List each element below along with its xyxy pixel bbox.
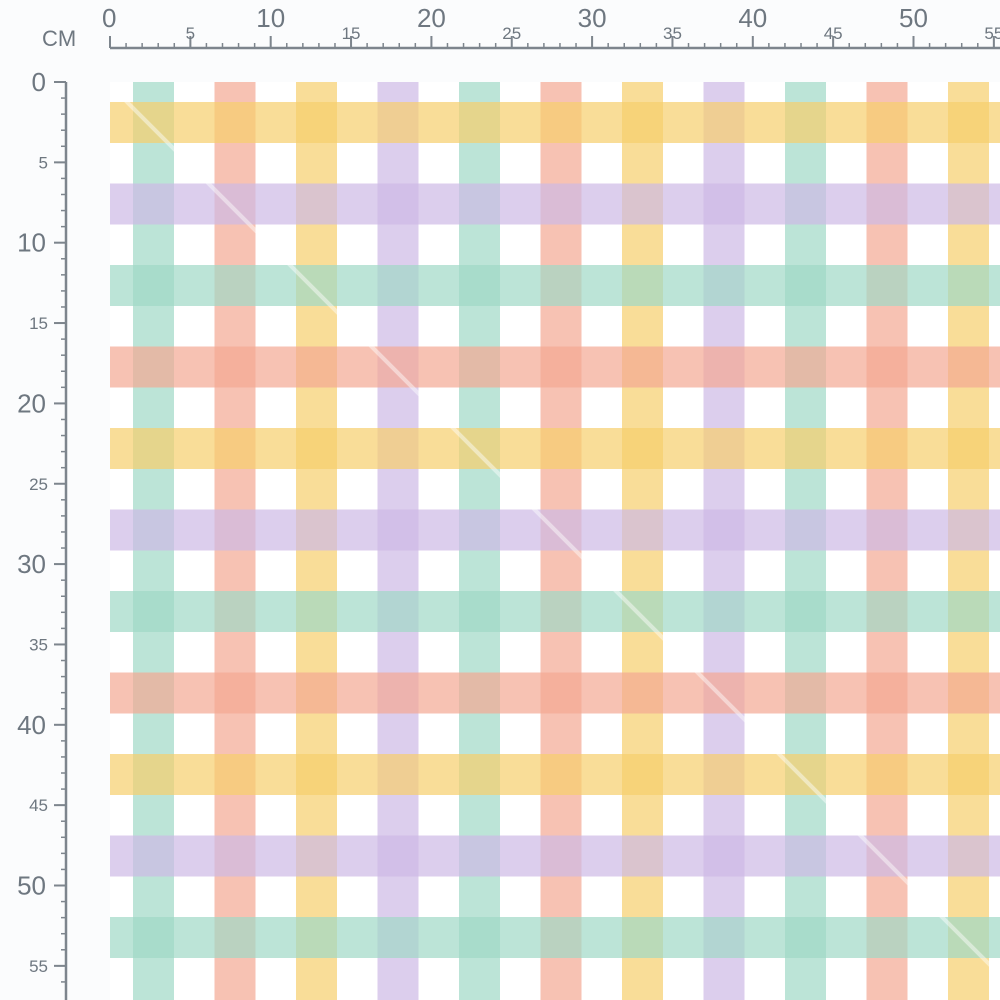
top-ruler-label: 30: [578, 3, 607, 33]
unit-label: CM: [42, 26, 76, 51]
left-ruler-label: 50: [17, 871, 46, 901]
left-ruler-label: 35: [29, 635, 48, 654]
horizontal-stripe: [110, 346, 1000, 388]
top-ruler-label: 5: [186, 24, 195, 43]
left-ruler-label: 20: [17, 388, 46, 418]
left-ruler-label: 10: [17, 228, 46, 258]
horizontal-stripe: [110, 754, 1000, 795]
horizontal-stripe: [110, 183, 1000, 225]
left-ruler-label: 55: [29, 957, 48, 976]
horizontal-stripe: [110, 428, 1000, 469]
fabric: [110, 82, 1000, 1000]
left-ruler-label: 40: [17, 710, 46, 740]
top-ruler-label: 45: [824, 24, 843, 43]
left-ruler-label: 30: [17, 549, 46, 579]
left-ruler-label: 5: [39, 153, 48, 172]
horizontal-stripe: [110, 835, 1000, 877]
horizontal-stripe: [110, 591, 1000, 632]
left-ruler-label: 15: [29, 314, 48, 333]
top-ruler-label: 15: [342, 24, 361, 43]
top-ruler-label: 0: [102, 3, 116, 33]
left-ruler-label: 25: [29, 475, 48, 494]
horizontal-stripe: [110, 102, 1000, 143]
left-ruler-label: 0: [32, 67, 46, 97]
horizontal-stripe: [110, 917, 1000, 958]
horizontal-stripe: [110, 509, 1000, 551]
horizontal-stripe: [110, 672, 1000, 714]
top-ruler-label: 55: [984, 24, 1000, 43]
left-ruler-label: 45: [29, 796, 48, 815]
top-ruler-label: 40: [738, 3, 767, 33]
top-ruler-label: 10: [256, 3, 285, 33]
fold-line: [118, 93, 1000, 977]
top-ruler-label: 50: [899, 3, 928, 33]
horizontal-stripe: [110, 265, 1000, 306]
top-ruler-label: 20: [417, 3, 446, 33]
top-ruler-label: 35: [663, 24, 682, 43]
top-ruler-label: 25: [502, 24, 521, 43]
